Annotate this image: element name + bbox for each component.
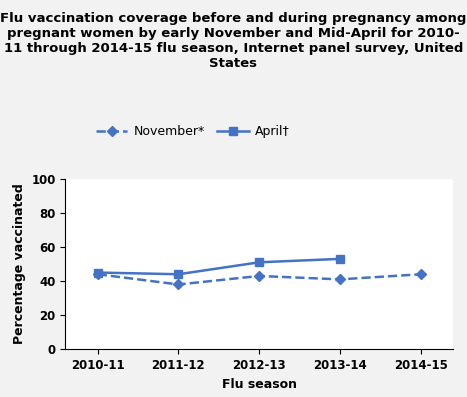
November* bbox=[337, 277, 343, 282]
X-axis label: Flu season: Flu season bbox=[222, 378, 297, 391]
April† bbox=[176, 272, 181, 277]
November* bbox=[95, 272, 100, 277]
November* bbox=[176, 282, 181, 287]
Y-axis label: Percentage vaccinated: Percentage vaccinated bbox=[13, 184, 26, 344]
April† bbox=[95, 270, 100, 275]
April† bbox=[337, 256, 343, 261]
November* bbox=[256, 274, 262, 278]
Text: Flu vaccination coverage before and during pregnancy among
pregnant women by ear: Flu vaccination coverage before and duri… bbox=[0, 12, 467, 70]
Line: November*: November* bbox=[94, 271, 424, 288]
Legend: November*, April†: November*, April† bbox=[91, 120, 295, 143]
April† bbox=[256, 260, 262, 265]
November* bbox=[418, 272, 424, 277]
Line: April†: April† bbox=[93, 255, 344, 278]
